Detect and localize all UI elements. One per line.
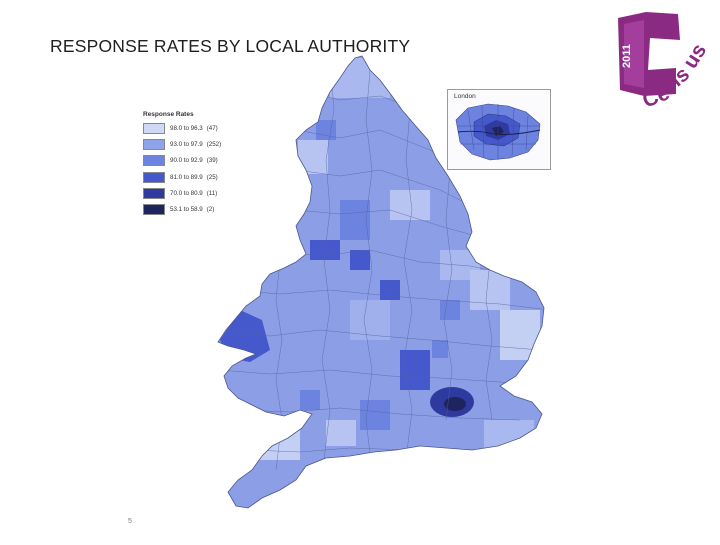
- legend-item: 90.0 to 92.9 (39): [143, 155, 253, 167]
- legend-item: 81.0 to 89.9 (25): [143, 171, 253, 183]
- legend-item: 98.0 to 96.3 (47): [143, 123, 253, 134]
- slide-title: RESPONSE RATES BY LOCAL AUTHORITY: [50, 36, 411, 56]
- legend-range: 70.0 to 80.9: [170, 189, 203, 197]
- legend-count: (2): [206, 205, 215, 213]
- legend-swatch: [143, 203, 165, 215]
- page-number: 5: [128, 518, 132, 525]
- legend-swatch: [143, 171, 165, 183]
- legend-count: (39): [206, 157, 218, 165]
- legend-swatch: [143, 123, 165, 134]
- legend-range: 53.1 to 58.9: [170, 205, 203, 213]
- legend-count: (252): [206, 141, 222, 149]
- legend-range: 93.0 to 97.9: [170, 141, 203, 149]
- legend-count: (47): [206, 125, 218, 132]
- london-inset: London: [447, 89, 551, 170]
- legend-swatch: [143, 155, 165, 167]
- legend-count: (11): [206, 189, 218, 197]
- london-inset-map: [455, 103, 541, 161]
- legend-swatch: [143, 139, 165, 151]
- legend-count: (25): [206, 173, 218, 181]
- map-legend: Response Rates 98.0 to 96.3 (47) 93.0 to…: [143, 111, 253, 220]
- legend-swatch: [143, 187, 165, 199]
- legend-item: 93.0 to 97.9 (252): [143, 139, 253, 151]
- authority-boundaries: [219, 59, 544, 471]
- legend-range: 90.0 to 92.9: [170, 157, 203, 165]
- legend-item: 53.1 to 58.9 (2): [143, 203, 253, 215]
- inset-title: London: [454, 93, 476, 100]
- census-2011-logo: 2011 Ce ns us: [618, 12, 711, 113]
- logo-year: 2011: [621, 44, 633, 68]
- legend-title: Response Rates: [143, 111, 194, 118]
- legend-range: 81.0 to 89.9: [170, 173, 203, 181]
- legend-item: 70.0 to 80.9 (11): [143, 187, 253, 199]
- legend-range: 98.0 to 96.3: [170, 125, 203, 132]
